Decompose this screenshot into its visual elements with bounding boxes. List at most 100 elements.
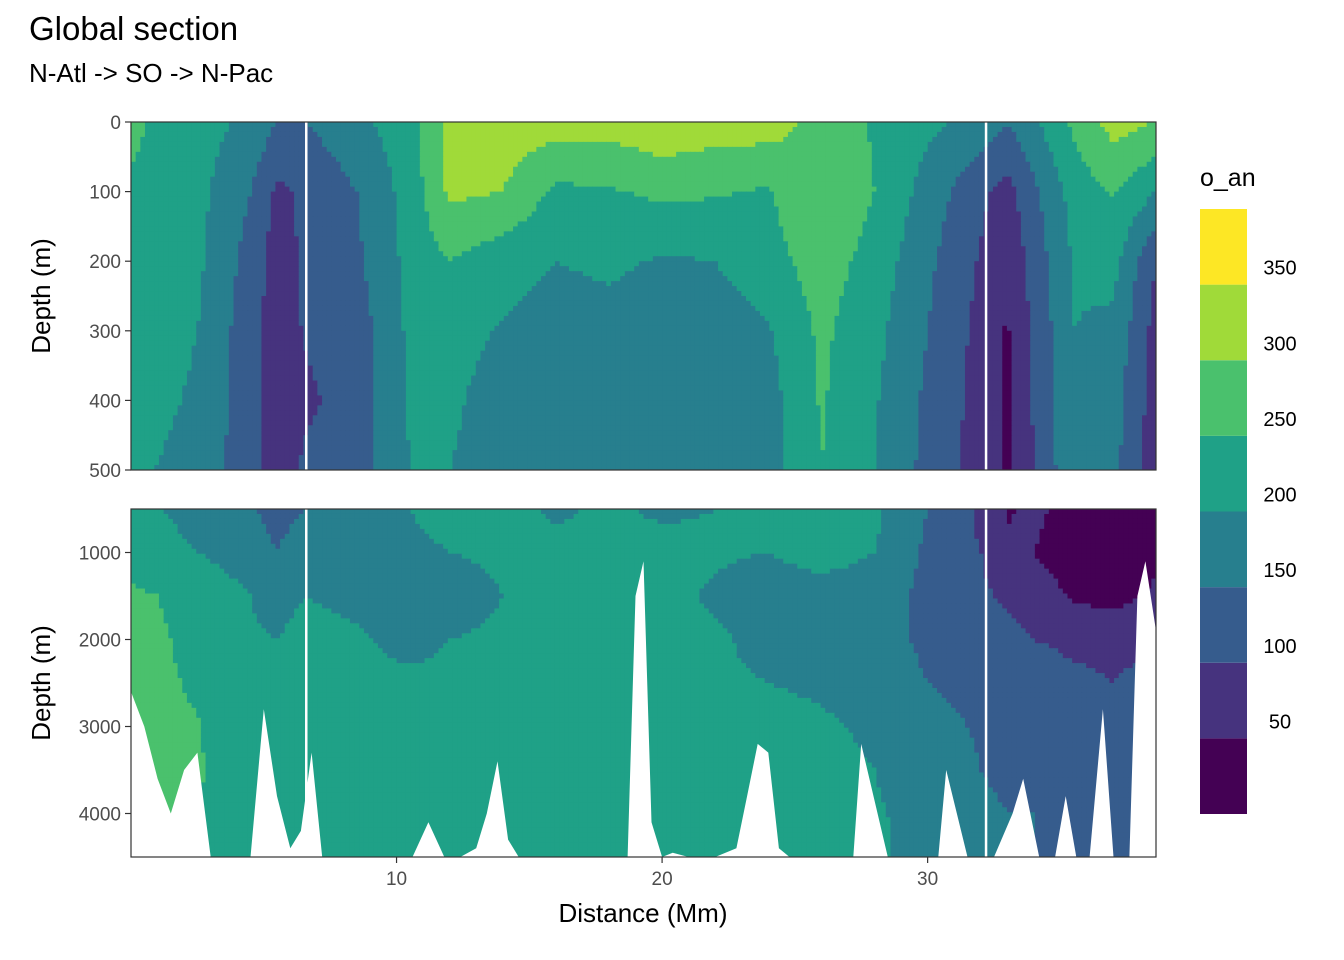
field-cell	[331, 161, 337, 168]
field-cell	[508, 122, 514, 128]
field-cell	[247, 201, 253, 208]
field-cell	[932, 221, 938, 227]
field-cell	[471, 146, 477, 153]
field-cell	[340, 136, 346, 143]
field-cell	[345, 216, 351, 223]
field-cell	[405, 226, 412, 232]
field-cell	[1044, 146, 1050, 153]
field-cell	[131, 226, 137, 232]
field-cell	[946, 136, 952, 143]
field-cell	[256, 226, 263, 232]
field-cell	[1095, 211, 1101, 218]
field-cell	[694, 191, 701, 198]
field-cell	[773, 141, 780, 148]
field-cell	[415, 201, 421, 208]
field-cell	[415, 211, 421, 218]
field-cell	[527, 201, 533, 208]
field-cell	[280, 221, 286, 227]
field-cell	[382, 151, 388, 158]
field-cell	[447, 231, 454, 237]
field-cell	[289, 161, 295, 168]
field-cell	[899, 166, 906, 173]
field-cell	[228, 226, 235, 232]
field-cell	[391, 161, 398, 168]
field-cell	[587, 136, 593, 143]
field-cell	[606, 131, 612, 138]
field-cell	[266, 181, 272, 188]
field-cell	[182, 141, 188, 148]
field-cell	[1137, 226, 1143, 232]
field-cell	[433, 201, 440, 208]
field-cell	[834, 181, 840, 188]
field-cell	[545, 141, 551, 148]
field-cell	[839, 201, 845, 208]
field-cell	[848, 211, 854, 218]
field-cell	[1142, 211, 1148, 218]
field-cell	[1025, 122, 1031, 128]
field-cell	[219, 196, 225, 203]
field-cell	[932, 196, 938, 203]
field-cell	[876, 201, 882, 208]
field-cell	[163, 231, 169, 237]
field-cell	[294, 196, 300, 203]
field-cell	[513, 221, 519, 227]
field-cell	[1034, 181, 1041, 188]
field-cell	[974, 166, 980, 173]
field-cell	[191, 216, 197, 223]
field-cell	[1128, 211, 1134, 218]
field-cell	[158, 181, 165, 188]
field-cell	[326, 201, 332, 208]
field-cell	[932, 126, 938, 133]
field-cell	[233, 176, 239, 183]
field-cell	[764, 161, 770, 168]
field-cell	[853, 151, 859, 158]
field-cell	[144, 141, 151, 148]
field-cell	[419, 191, 426, 198]
field-cell	[298, 146, 304, 153]
field-cell	[499, 146, 505, 153]
field-cell	[154, 126, 160, 133]
field-cell	[736, 226, 742, 232]
field-cell	[1016, 181, 1022, 188]
field-cell	[224, 141, 230, 148]
field-cell	[806, 176, 812, 183]
field-cell	[825, 176, 831, 183]
field-cell	[513, 166, 519, 173]
field-cell	[294, 211, 300, 218]
field-cell	[499, 171, 505, 178]
field-cell	[624, 151, 631, 158]
field-cell	[1058, 206, 1064, 213]
field-cell	[494, 161, 500, 168]
field-cell	[345, 126, 351, 133]
field-cell	[349, 201, 356, 208]
field-cell	[1002, 136, 1008, 143]
field-cell	[550, 141, 556, 148]
field-cell	[792, 201, 798, 208]
field-cell	[447, 211, 454, 218]
field-cell	[331, 196, 337, 203]
field-cell	[294, 221, 300, 227]
field-cell	[792, 151, 798, 158]
field-cell	[666, 221, 673, 227]
field-cell	[522, 126, 528, 133]
field-cell	[331, 156, 337, 163]
field-cell	[895, 141, 901, 148]
field-cell	[899, 136, 906, 143]
field-cell	[266, 171, 272, 178]
field-cell	[457, 186, 463, 193]
field-cell	[1090, 196, 1097, 203]
field-cell	[657, 141, 663, 148]
field-cell	[890, 161, 896, 168]
field-cell	[387, 201, 393, 208]
field-cell	[266, 211, 272, 218]
field-cell	[578, 206, 584, 213]
field-cell	[825, 206, 831, 213]
field-cell	[815, 191, 822, 198]
field-cell	[1016, 122, 1022, 128]
field-cell	[168, 196, 174, 203]
field-cell	[895, 186, 901, 193]
field-cell	[578, 171, 584, 178]
field-cell	[806, 126, 812, 133]
field-cell	[769, 126, 775, 133]
field-cell	[573, 211, 579, 218]
